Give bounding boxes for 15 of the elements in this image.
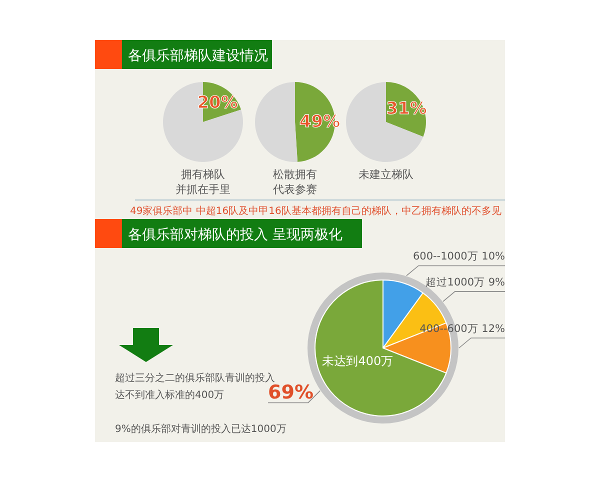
text: 松散拥有代表参赛	[272, 168, 317, 196]
text: 拥有梯队并抓在手里	[176, 168, 230, 196]
pie-slice	[255, 82, 298, 162]
slice-label: 未达到400万	[322, 354, 394, 368]
data-label: 69%	[268, 382, 314, 404]
text: 未建立梯队	[358, 168, 414, 181]
slice-label: 超过1000万 9%	[425, 275, 506, 288]
text: 49家俱乐部中 中超16队及中甲16队基本都拥有自己的梯队，中乙拥有梯队的不多见	[130, 205, 502, 217]
text: 超过三分之二的俱乐部队青训的投入	[115, 372, 275, 384]
text: 9%的俱乐部对青训的投入已达1000万	[115, 423, 286, 435]
chart-title: 各俱乐部对梯队的投入 呈现两极化	[128, 227, 342, 243]
slice-label: 600--1000万 10%	[412, 250, 506, 263]
text: 达不到准入标准的400万	[115, 389, 224, 401]
chart-title: 各俱乐部梯队建设情况	[128, 48, 268, 64]
pie-slice	[163, 82, 243, 162]
